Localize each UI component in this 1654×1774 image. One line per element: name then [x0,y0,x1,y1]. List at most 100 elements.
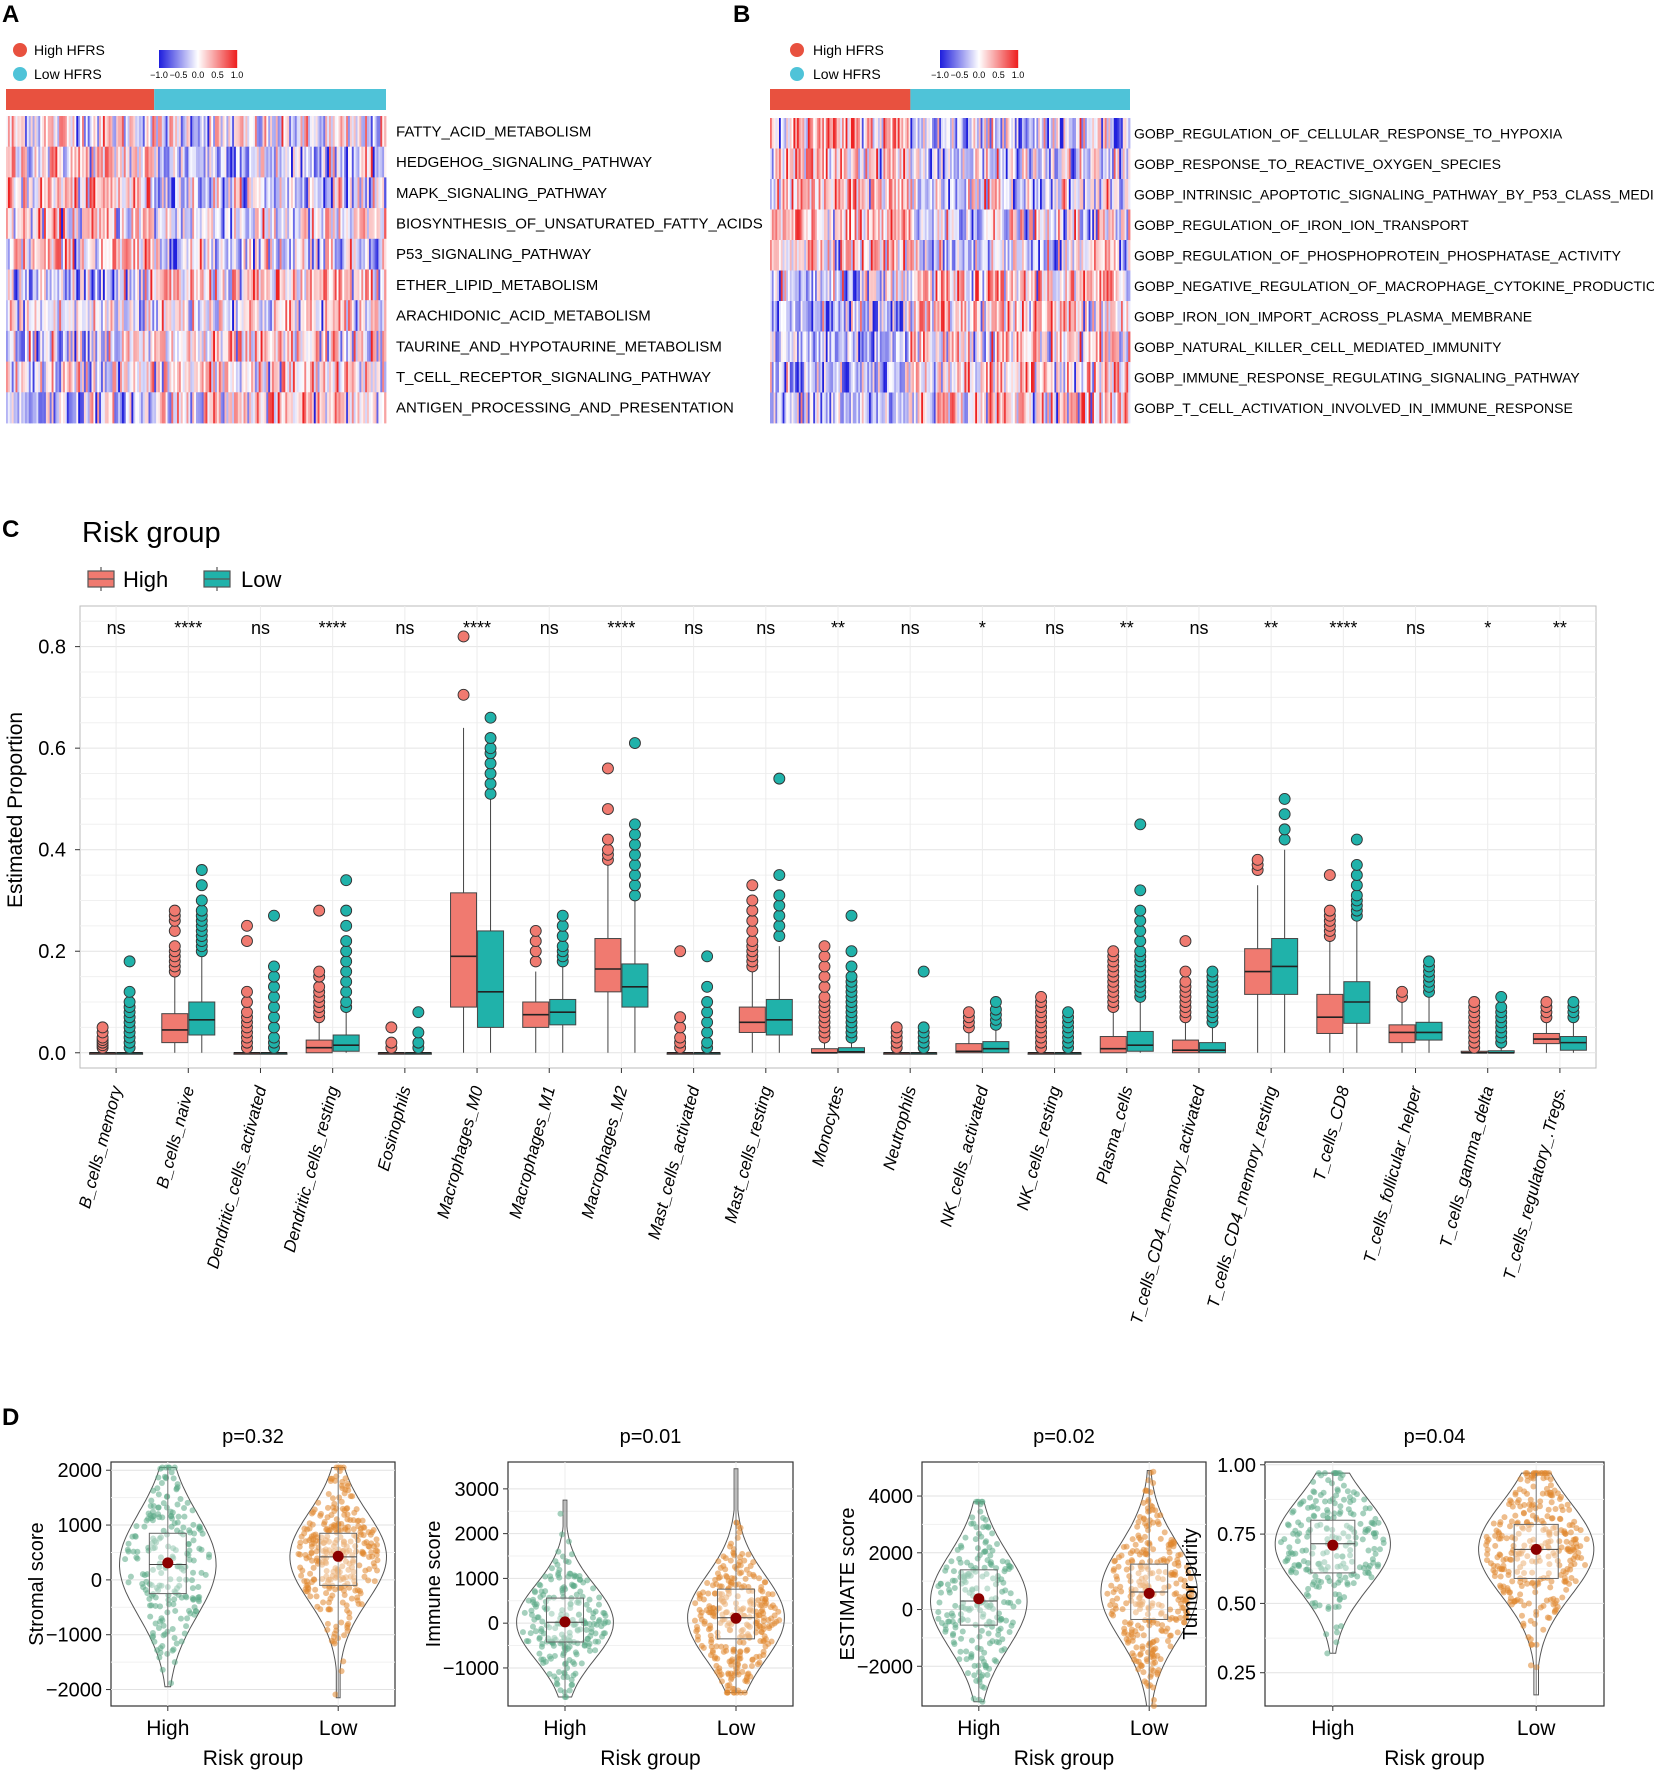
heatmap-cell [962,118,965,149]
heatmap-cell [946,179,949,210]
heatmap-cell [818,392,821,424]
heatmap-cell [923,301,926,332]
heatmap-cell [45,146,49,178]
scale-cell [999,50,1001,68]
heatmap-cell [775,148,778,180]
heatmap-cell [1101,240,1104,271]
heatmap-cell [367,177,370,209]
heatmap-cell [15,330,18,362]
heatmap-cell [61,300,64,332]
heatmap-cell [912,179,915,210]
heatmap-cell [977,148,980,180]
data-point [188,1577,195,1584]
heatmap-cell [220,146,223,178]
heatmap-cell [1074,331,1077,363]
heatmap-cell [996,301,999,332]
heatmap-cell [1005,362,1008,393]
heatmap-cell [57,269,60,301]
heatmap-cell [197,300,201,332]
heatmap-cell [218,208,222,240]
heatmap-cell [91,392,94,424]
heatmap-cell [321,146,324,178]
heatmap-cell [26,269,30,301]
heatmap-cell [910,209,913,241]
heatmap-cell [218,330,222,362]
heatmap-cell [867,301,870,332]
heatmap-cell [131,330,134,362]
heatmap-cell [937,270,940,302]
heatmap-cell [860,392,863,424]
heatmap-cell [829,392,832,424]
heatmap-cell [779,362,782,393]
heatmap-cell [897,362,900,393]
heatmap-cell [154,269,157,301]
heatmap-cell [78,300,81,332]
heatmap-cell [11,238,14,270]
heatmap-cell [169,146,172,178]
heatmap-cell [171,300,174,332]
data-point [184,1615,191,1622]
heatmap-cell [329,177,332,209]
outlier-point [746,935,759,948]
heatmap-cell [1061,209,1064,241]
heatmap-cell [843,118,846,149]
heatmap-cell [1000,301,1003,332]
heatmap-cell [789,392,792,424]
heatmap-cell [363,392,366,424]
heatmap-cell [125,361,128,393]
heatmap-cell [376,269,379,301]
heatmap-cell [856,148,859,180]
data-point [167,1513,174,1520]
heatmap-cell [175,330,178,362]
heatmap-cell [1086,179,1089,210]
heatmap-cell [201,238,204,270]
heatmap-cell [854,331,857,363]
heatmap-cell [820,392,823,424]
heatmap-cell [809,148,812,180]
heatmap-cell [959,179,962,210]
heatmap-cell [201,392,204,424]
heatmap-cell [70,392,73,424]
heatmap-cell [928,179,931,210]
heatmap-cell [1104,331,1107,363]
heatmap-cell [72,146,75,178]
heatmap-cell [804,270,807,302]
heatmap-cell [104,269,108,301]
heatmap-cell [836,392,839,424]
heatmap-cell [353,392,356,424]
outlier-point [168,924,181,937]
heatmap-cell [1054,362,1057,393]
heatmap-cell [323,330,326,362]
heatmap-cell [186,361,189,393]
heatmap-cell [993,148,996,180]
heatmap-cell [270,300,273,332]
heatmap-cell [382,238,385,270]
heatmap-cell [23,177,26,209]
heatmap-cell [329,146,332,178]
heatmap-cell [989,270,992,302]
heatmap-cell [1112,270,1115,302]
heatmap-cell [68,330,71,362]
scale-cell [229,50,231,68]
heatmap-cell [159,146,163,178]
heatmap-cell [1047,240,1050,271]
scale-cell [977,50,979,68]
heatmap-cell [156,330,159,362]
heatmap-cell [158,269,161,301]
heatmap-cell [182,392,185,424]
heatmap-cell [272,116,275,148]
heatmap-cell [919,240,922,271]
scale-cell [175,50,177,68]
outlier-point [1134,904,1147,917]
heatmap-cell [980,240,983,271]
heatmap-cell [840,270,843,302]
heatmap-cell [131,238,134,270]
heatmap-cell [235,300,239,332]
heatmap-cell [154,238,157,270]
heatmap-cell [1029,362,1032,393]
data-point [152,1620,159,1627]
heatmap-cell [825,118,828,149]
heatmap-cell [1092,179,1095,210]
heatmap-cell [133,300,136,332]
heatmap-cell [123,208,127,240]
